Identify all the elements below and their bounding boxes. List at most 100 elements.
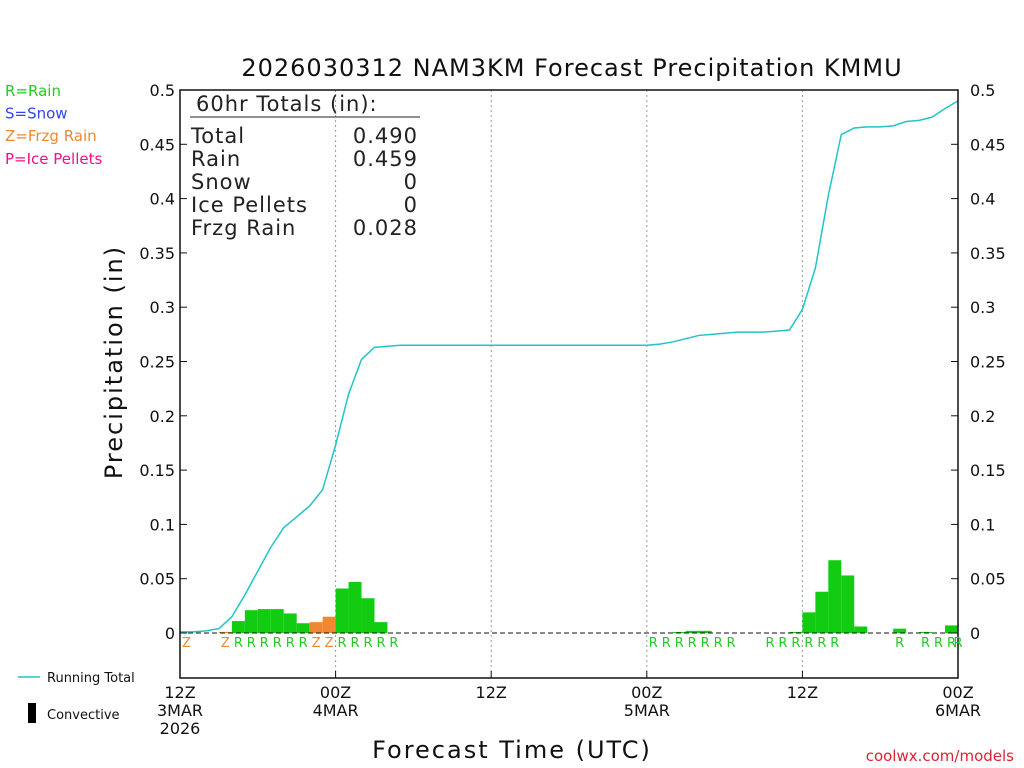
precip-bar — [919, 631, 933, 633]
ptype-label: R — [247, 636, 256, 651]
ptype-legend-item: P=Ice Pellets — [5, 150, 102, 168]
y-tick-label: 0.45 — [139, 135, 175, 154]
x-tick-label: 3MAR — [157, 701, 203, 720]
x-tick-label: 12Z — [787, 683, 818, 702]
y-tick-label: 0.05 — [970, 570, 1006, 589]
ptype-label: R — [338, 636, 347, 651]
precip-bar — [802, 612, 816, 633]
precip-bar — [698, 630, 712, 633]
precip-bar — [335, 588, 349, 633]
y-tick-label: 0.35 — [970, 244, 1006, 263]
ptype-label: R — [363, 636, 372, 651]
precip-bar — [309, 622, 323, 633]
x-tick-label: 12Z — [476, 683, 507, 702]
y-tick-label: 0 — [970, 624, 980, 643]
y-tick-label: 0.45 — [970, 135, 1006, 154]
x-axis-label: Forecast Time (UTC) — [372, 736, 652, 764]
precip-bar — [841, 575, 855, 633]
ptype-label: R — [830, 636, 839, 651]
precip-bar — [815, 591, 829, 633]
y-tick-label: 0.25 — [139, 353, 175, 372]
precip-bar — [828, 560, 842, 633]
totals-row-label: Frzg Rain — [191, 216, 296, 240]
ptype-label: R — [351, 636, 360, 651]
precip-bar — [218, 631, 232, 633]
totals-row-value: 0.459 — [353, 147, 418, 171]
y-tick-label: 0.1 — [970, 515, 995, 534]
y-tick-label: 0.15 — [139, 461, 175, 480]
ptype-label: R — [688, 636, 697, 651]
ptype-label: R — [778, 636, 787, 651]
ptype-label: R — [234, 636, 243, 651]
totals-row-label: Rain — [191, 147, 241, 171]
x-tick-label: 6MAR — [935, 701, 981, 720]
ptype-label: R — [947, 636, 956, 651]
running-total-line — [180, 100, 959, 633]
chart-title: 2026030312 NAM3KM Forecast Precipitation… — [241, 54, 902, 82]
totals-rows: Total 0.490 Rain 0.459 Snow 0 Ice Pellets 0 Frzg… — [190, 124, 418, 240]
y-tick-label: 0.4 — [970, 190, 995, 209]
ptype-label: Z — [325, 636, 334, 651]
ptype-legend: R=Rain S=Snow Z=Frzg Rain P=Ice Pellets — [5, 82, 102, 168]
ptype-legend-item: Z=Frzg Rain — [5, 127, 97, 145]
totals-header: 60hr Totals (in): — [196, 92, 378, 116]
ptype-label: R — [701, 636, 710, 651]
y-tick-label: 0.25 — [970, 353, 1006, 372]
precip-bar — [270, 609, 284, 633]
ptype-label: R — [921, 636, 930, 651]
y-axis-right: 0 0.05 0.1 0.15 0.2 0.25 0.3 0.35 0.4 0.45 0.5 — [951, 81, 1006, 643]
ptype-label: R — [765, 636, 774, 651]
precip-bar — [283, 613, 297, 633]
x-tick-label: 4MAR — [313, 701, 359, 720]
site-credit: coolwx.com/models — [866, 747, 1014, 765]
precip-bar — [361, 598, 375, 633]
ptype-label: R — [804, 636, 813, 651]
x-tick-label: 00Z — [320, 683, 351, 702]
ptype-label: R — [817, 636, 826, 651]
y-axis-left: 0 0.05 0.1 0.15 0.2 0.25 0.3 0.35 0.4 0.45 0.5 — [139, 81, 187, 643]
ptype-label: R — [273, 636, 282, 651]
ptype-label: R — [675, 636, 684, 651]
ptype-label: R — [389, 636, 398, 651]
ptype-label: R — [714, 636, 723, 651]
ptype-label: Z — [312, 636, 321, 651]
precip-bar — [348, 581, 362, 633]
precip-bar — [296, 623, 310, 633]
precip-bar — [945, 625, 958, 633]
ptype-label-row: Z Z R R R R R R Z Z R R R R R R R R R R R R R R R R R R R R R RR — [182, 636, 962, 651]
ptype-label: R — [953, 636, 962, 651]
precip-bar — [244, 610, 258, 633]
precip-bar — [672, 631, 686, 633]
precip-bar — [685, 630, 699, 633]
ptype-legend-item: S=Snow — [5, 105, 68, 123]
totals-row-value: 0 — [404, 170, 418, 194]
y-tick-label: 0.5 — [970, 81, 995, 100]
precip-bar — [322, 616, 336, 633]
totals-row-label: Total — [190, 124, 245, 148]
ptype-label: R — [895, 636, 904, 651]
x-tick-label: 12Z — [164, 683, 195, 702]
precip-bar — [257, 609, 271, 633]
precip-bar — [231, 621, 245, 633]
totals-row-label: Ice Pellets — [191, 193, 308, 217]
totals-row-value: 0.490 — [353, 124, 418, 148]
ptype-label: R — [299, 636, 308, 651]
ptype-label: R — [260, 636, 269, 651]
y-tick-label: 0.1 — [150, 515, 175, 534]
y-tick-label: 0.2 — [970, 407, 995, 426]
totals-row-label: Snow — [191, 170, 252, 194]
series-legend: Running Total Convective — [18, 671, 135, 723]
totals-box: 60hr Totals (in): Total 0.490 Rain 0.459 Sno… — [190, 92, 420, 240]
ptype-label: Z — [182, 636, 191, 651]
bar-series — [218, 560, 958, 633]
totals-row-value: 0.028 — [353, 216, 418, 240]
running-total-legend-label: Running Total — [47, 671, 135, 686]
x-tick-label: 2026 — [160, 719, 201, 738]
y-tick-label: 0.3 — [150, 298, 175, 317]
y-tick-label: 0.2 — [150, 407, 175, 426]
ptype-label: R — [727, 636, 736, 651]
plot-frame — [179, 89, 959, 679]
x-tick-label: 00Z — [942, 683, 973, 702]
y-tick-label: 0.5 — [150, 81, 175, 100]
